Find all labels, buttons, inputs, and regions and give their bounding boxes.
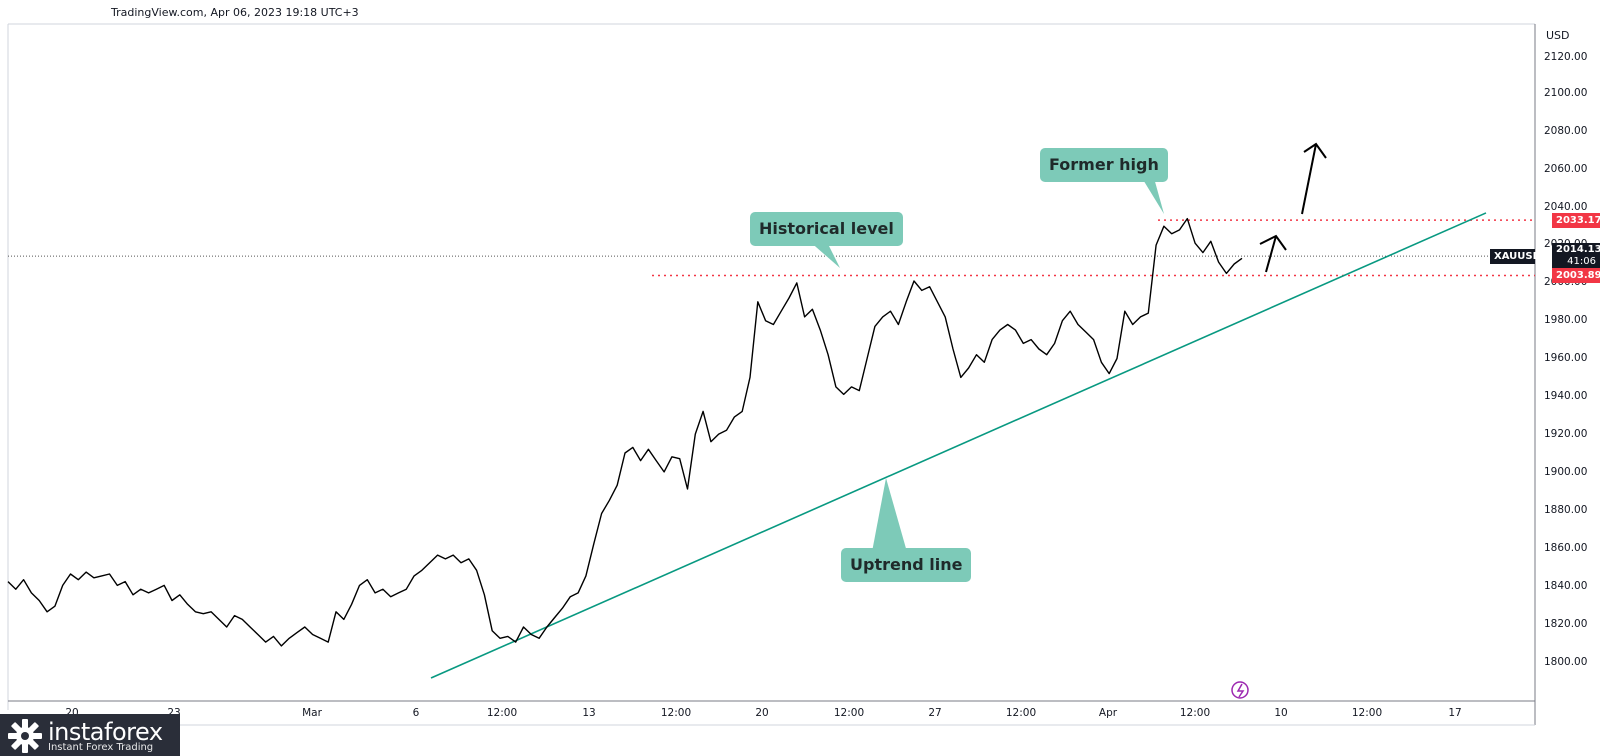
y-tick-2060: 2060.00 <box>1544 163 1587 175</box>
historical-level-price-tag: 2003.89 <box>1552 268 1600 284</box>
x-tick-6: 6 <box>413 707 420 719</box>
header-datetime: Apr 06, 2023 19:18 UTC+3 <box>210 6 359 19</box>
x-tick-mar: Mar <box>302 707 322 719</box>
y-tick-1980: 1980.00 <box>1544 314 1587 326</box>
y-tick-2080: 2080.00 <box>1544 125 1587 137</box>
up-arrow-large <box>1301 142 1327 215</box>
y-tick-1820: 1820.00 <box>1544 618 1587 630</box>
y-tick-2100: 2100.00 <box>1544 87 1587 99</box>
uptrend-callout-pointer <box>872 478 907 552</box>
y-tick-2120: 2120.00 <box>1544 51 1587 63</box>
y-axis-ticks: 2120.00 2100.00 2080.00 2060.00 2040.00 … <box>1544 51 1587 668</box>
current-price-value: 2014.13 <box>1556 244 1600 256</box>
x-tick-1200-d: 12:00 <box>1006 707 1036 719</box>
y-tick-2040: 2040.00 <box>1544 201 1587 213</box>
x-tick-13: 13 <box>582 707 595 719</box>
historical-level-callout: Historical level <box>750 212 903 246</box>
x-tick-10: 10 <box>1274 707 1287 719</box>
instaforex-logo: instaforex Instant Forex Trading <box>0 714 180 756</box>
y-tick-1940: 1940.00 <box>1544 390 1587 402</box>
header-source: TradingView.com, <box>111 6 207 19</box>
x-tick-1200-c: 12:00 <box>834 707 864 719</box>
x-tick-27: 27 <box>928 707 941 719</box>
y-tick-1960: 1960.00 <box>1544 352 1587 364</box>
x-tick-20b: 20 <box>755 707 768 719</box>
chart-header: TradingView.com, Apr 06, 2023 19:18 UTC+… <box>111 6 359 19</box>
gear-icon <box>8 719 42 753</box>
lightning-icon[interactable] <box>1231 681 1249 699</box>
x-axis-ticks: 20 23 Mar 6 12:00 13 12:00 20 12:00 27 1… <box>65 707 1461 719</box>
former-high-callout: Former high <box>1040 148 1168 182</box>
up-arrow-small <box>1259 234 1287 273</box>
former-high-callout-pointer <box>1142 178 1164 214</box>
current-price-tag: 2014.13 41:06 <box>1552 243 1600 270</box>
x-tick-1200-e: 12:00 <box>1180 707 1210 719</box>
x-tick-1200-b: 12:00 <box>661 707 691 719</box>
uptrend-line[interactable] <box>430 212 1487 679</box>
y-tick-1900: 1900.00 <box>1544 466 1587 478</box>
bar-countdown: 41:06 <box>1567 256 1596 268</box>
x-tick-1200-f: 12:00 <box>1352 707 1382 719</box>
x-tick-17: 17 <box>1448 707 1461 719</box>
historical-callout-pointer <box>808 240 840 268</box>
logo-tagline: Instant Forex Trading <box>48 742 154 753</box>
symbol-tag: XAUUSD <box>1490 248 1541 264</box>
y-tick-1800: 1800.00 <box>1544 656 1587 668</box>
uptrend-line-callout: Uptrend line <box>841 548 972 582</box>
y-tick-1920: 1920.00 <box>1544 428 1587 440</box>
logo-brand: instaforex <box>48 718 163 746</box>
y-tick-1840: 1840.00 <box>1544 580 1587 592</box>
y-tick-1880: 1880.00 <box>1544 504 1587 516</box>
x-tick-1200-a: 12:00 <box>487 707 517 719</box>
y-tick-1860: 1860.00 <box>1544 542 1587 554</box>
y-axis-unit: USD <box>1546 29 1570 42</box>
x-tick-apr: Apr <box>1099 707 1118 719</box>
price-series-line <box>7 217 1243 647</box>
former-high-price-tag: 2033.17 <box>1552 212 1600 228</box>
